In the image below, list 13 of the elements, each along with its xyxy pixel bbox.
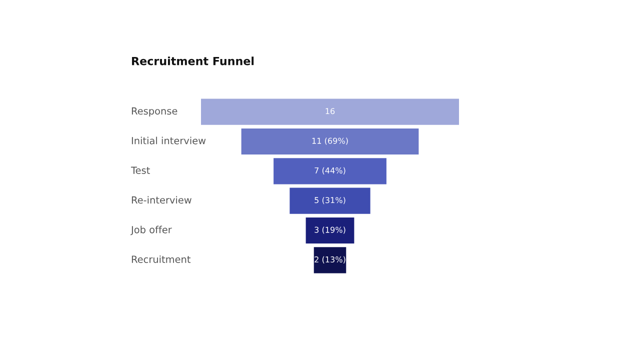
data-label: 3 (19%)	[314, 226, 346, 234]
data-label: 2 (13%)	[314, 256, 346, 264]
category-label: Re-interview	[132, 196, 192, 204]
data-label: 11 (69%)	[312, 138, 348, 145]
category-label: Response	[132, 107, 178, 117]
category-label: Initial interview	[132, 136, 206, 144]
data-label: 5 (31%)	[314, 196, 346, 204]
category-label: Recruitment	[132, 255, 191, 263]
category-label: Job offer	[130, 226, 172, 236]
category-label: Test	[130, 166, 150, 174]
data-label: 7 (44%)	[314, 167, 346, 174]
text: Recruitment Funnel	[132, 56, 254, 66]
data-label: 16	[326, 108, 335, 114]
